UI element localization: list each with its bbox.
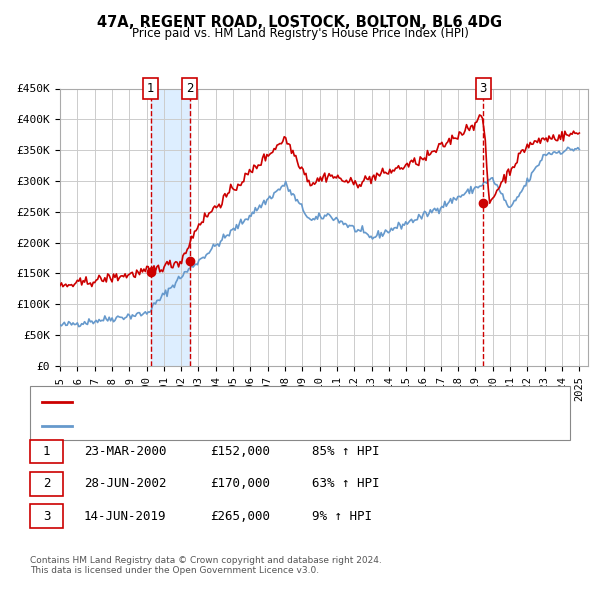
Text: 2: 2 xyxy=(43,477,50,490)
Text: 63% ↑ HPI: 63% ↑ HPI xyxy=(312,477,380,490)
Text: 47A, REGENT ROAD, LOSTOCK, BOLTON, BL6 4DG: 47A, REGENT ROAD, LOSTOCK, BOLTON, BL6 4… xyxy=(97,15,503,30)
Text: HPI: Average price, detached house, Bolton: HPI: Average price, detached house, Bolt… xyxy=(78,421,341,431)
Text: 47A, REGENT ROAD, LOSTOCK, BOLTON, BL6 4DG (detached house): 47A, REGENT ROAD, LOSTOCK, BOLTON, BL6 4… xyxy=(78,398,447,407)
Text: 3: 3 xyxy=(43,510,50,523)
Text: 9% ↑ HPI: 9% ↑ HPI xyxy=(312,510,372,523)
Text: 2: 2 xyxy=(186,82,193,95)
Text: Contains HM Land Registry data © Crown copyright and database right 2024.
This d: Contains HM Land Registry data © Crown c… xyxy=(30,556,382,575)
Text: 1: 1 xyxy=(43,445,50,458)
Text: 85% ↑ HPI: 85% ↑ HPI xyxy=(312,445,380,458)
Text: Price paid vs. HM Land Registry's House Price Index (HPI): Price paid vs. HM Land Registry's House … xyxy=(131,27,469,40)
Text: 14-JUN-2019: 14-JUN-2019 xyxy=(84,510,167,523)
Text: £265,000: £265,000 xyxy=(210,510,270,523)
Text: 3: 3 xyxy=(479,82,487,95)
Bar xyxy=(151,88,190,366)
Text: 23-MAR-2000: 23-MAR-2000 xyxy=(84,445,167,458)
Text: 1: 1 xyxy=(147,82,154,95)
Text: 28-JUN-2002: 28-JUN-2002 xyxy=(84,477,167,490)
Text: £152,000: £152,000 xyxy=(210,445,270,458)
Text: £170,000: £170,000 xyxy=(210,477,270,490)
